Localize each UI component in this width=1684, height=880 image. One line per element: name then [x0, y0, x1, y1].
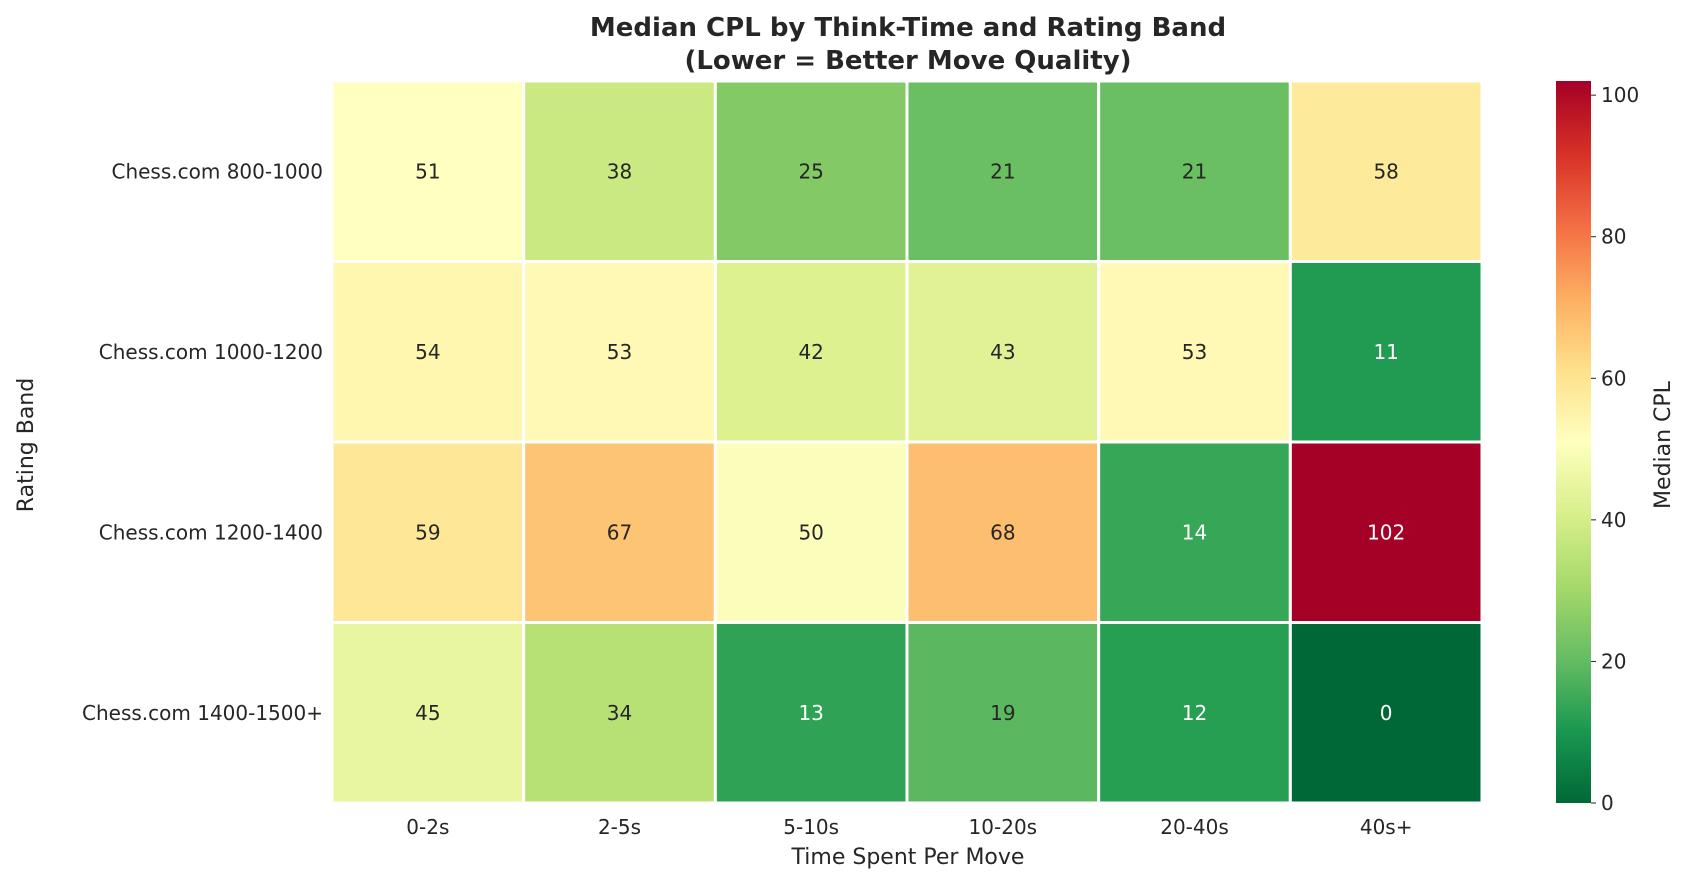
- y-tick-labels: Chess.com 800-1000 Chess.com 1000-1200 Che…: [82, 159, 323, 725]
- heatmap-cell: [330, 621, 526, 805]
- heatmap-cell: [713, 79, 909, 263]
- x-tick-label: 0-2s: [406, 815, 449, 839]
- heatmap-cell: [1288, 621, 1484, 805]
- colorbar-tick-label: 60: [1601, 366, 1626, 390]
- cell-value-label: 21: [1182, 159, 1207, 183]
- cell-value-label: 13: [798, 701, 823, 725]
- heatmap-cell: [522, 621, 717, 805]
- cell-value-label: 38: [607, 159, 632, 183]
- cell-value-label: 19: [990, 701, 1015, 725]
- colorbar-tick-label: 40: [1601, 508, 1626, 532]
- heatmap-cell: [1288, 440, 1484, 624]
- heatmap-cell: [713, 621, 909, 805]
- heatmap-cell: [522, 260, 717, 444]
- heatmap-cell: [1288, 260, 1484, 444]
- cell-value-label: 21: [990, 159, 1015, 183]
- cell-value-label: 34: [607, 701, 632, 725]
- colorbar-tick-label: 80: [1601, 225, 1626, 249]
- x-axis-label: Time Spent Per Move: [791, 845, 1025, 870]
- cell-value-label: 53: [607, 340, 632, 364]
- heatmap-cell: [1288, 79, 1484, 263]
- heatmap-cell: [522, 79, 717, 263]
- chart-title-line-1: Median CPL by Think-Time and Rating Band: [590, 13, 1226, 43]
- x-tick-labels: 0-2s 2-5s 5-10s 10-20s 20-40s 40s+: [406, 815, 1412, 839]
- x-tick-label: 10-20s: [969, 815, 1038, 839]
- heatmap-cell: [905, 621, 1101, 805]
- cell-value-label: 50: [798, 520, 823, 544]
- cell-value-label: 11: [1373, 340, 1398, 364]
- cell-value-label: 14: [1182, 520, 1207, 544]
- heatmap-cell: [522, 440, 717, 624]
- colorbar: [1556, 81, 1591, 803]
- cell-value-label: 67: [607, 520, 632, 544]
- cell-value-label: 54: [415, 340, 440, 364]
- x-tick-label: 5-10s: [783, 815, 839, 839]
- colorbar-tick-label: 0: [1601, 791, 1614, 815]
- cell-value-label: 42: [798, 340, 823, 364]
- heatmap-cell: [905, 440, 1101, 624]
- heatmap-cell: [1097, 621, 1292, 805]
- cell-value-label: 43: [990, 340, 1015, 364]
- cell-value-label: 0: [1380, 701, 1393, 725]
- heatmap-cells: 51 38 25 21 21 58 54 53 42 43 53 11 59 67 50 68 14 102 45 3…: [330, 79, 1484, 805]
- x-tick-label: 40s+: [1360, 815, 1413, 839]
- cell-value-label: 45: [415, 701, 440, 725]
- y-tick-label: Chess.com 1200-1400: [99, 520, 323, 544]
- cell-value-label: 12: [1182, 701, 1207, 725]
- y-tick-label: Chess.com 800-1000: [111, 159, 323, 183]
- y-tick-label: Chess.com 1000-1200: [99, 340, 323, 364]
- cell-value-label: 53: [1182, 340, 1207, 364]
- colorbar-tick-label: 100: [1601, 83, 1639, 107]
- heatmap-cell: [330, 79, 526, 263]
- colorbar-tick-label: 20: [1601, 649, 1626, 673]
- y-tick-label: Chess.com 1400-1500+: [82, 701, 323, 725]
- colorbar-label: Median CPL: [1651, 380, 1676, 509]
- colorbar-ticks: 0 20 40 60 80 100: [1591, 83, 1639, 815]
- chart-title-line-2: (Lower = Better Move Quality): [684, 46, 1131, 76]
- cell-value-label: 102: [1367, 520, 1405, 544]
- heatmap-cell: [1097, 440, 1292, 624]
- y-axis-label: Rating Band: [14, 378, 39, 512]
- cell-value-label: 59: [415, 520, 440, 544]
- x-tick-label: 20-40s: [1160, 815, 1229, 839]
- cell-value-label: 51: [415, 159, 440, 183]
- cell-value-label: 68: [990, 520, 1015, 544]
- x-tick-label: 2-5s: [598, 815, 641, 839]
- cell-value-label: 58: [1373, 159, 1398, 183]
- heatmap-cell: [905, 260, 1101, 444]
- cell-value-label: 25: [798, 159, 823, 183]
